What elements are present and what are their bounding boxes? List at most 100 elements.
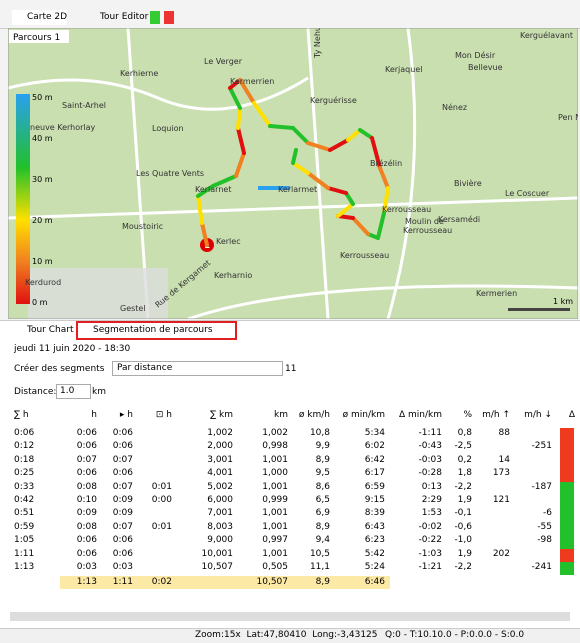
cell: 0:00	[151, 495, 172, 505]
date: jeudi 11 juin 2020 - 18:30	[14, 344, 131, 354]
distance-label: Distance:	[14, 387, 57, 397]
track-segment	[306, 141, 332, 152]
cell: 11,1	[309, 562, 330, 572]
tab[interactable]: Tour Editor	[100, 12, 149, 22]
column-header: m/h ↓	[524, 410, 552, 420]
map-label: Saint-Arhel	[62, 101, 106, 110]
cell: 0:51	[14, 508, 35, 519]
track-segment	[268, 124, 295, 130]
track-segment	[238, 78, 256, 105]
map-toolbar	[150, 11, 560, 24]
map-label: Le Coscuer	[505, 189, 550, 198]
cell: 1,000	[262, 468, 288, 479]
cell: -0,1	[454, 508, 472, 519]
cell: 0:18	[14, 454, 35, 465]
column-header: Δ min/km	[398, 410, 442, 420]
cell: -251	[531, 441, 552, 452]
cell: -1:03	[418, 548, 442, 559]
map-label: Kerguérisse	[310, 95, 357, 105]
cell: 0:07	[76, 454, 97, 465]
track-segment	[200, 221, 209, 247]
map-label: Pen N	[558, 113, 578, 122]
cell: 6:23	[364, 535, 385, 546]
method-select[interactable]: Par distance	[112, 361, 283, 376]
cell: 6:42	[364, 454, 385, 465]
cell: 8,9	[315, 454, 330, 465]
cell: 0,999	[262, 495, 288, 505]
cell: 0:01	[151, 481, 172, 492]
column-header: ⊡ h	[155, 410, 172, 420]
map-label: Kerrousseau	[382, 205, 431, 214]
cell: 1,8	[457, 468, 472, 479]
column-header: ∑ h	[14, 410, 29, 420]
cell: 1,9	[457, 495, 472, 505]
cell: 6,5	[315, 495, 330, 505]
cell: 0:12	[14, 441, 35, 452]
cell: 8,003	[207, 521, 233, 532]
map-label: Kerharnio	[214, 271, 252, 280]
cell: 2:29	[421, 495, 442, 505]
cell: 5:24	[364, 562, 385, 572]
cell: 8,9	[315, 521, 330, 532]
cell: 0:09	[76, 508, 97, 519]
cell: -0:03	[418, 454, 442, 465]
cell: 121	[492, 495, 510, 505]
cell: 6:02	[364, 441, 385, 452]
cell: -2,5	[454, 441, 472, 452]
table: ∑ h h ▸ h ⊡ h ∑ km km ø km/h ø min/km Δ min/km% m…	[0, 400, 580, 610]
elevation-marker	[560, 548, 574, 562]
cell: 0:06	[112, 468, 133, 479]
cell: 6:17	[364, 468, 385, 479]
track-segment	[228, 86, 242, 110]
map-label: Ty Nehue	[313, 28, 322, 59]
cell: 1,001	[262, 508, 288, 519]
map-label: Kerlarnet	[195, 185, 231, 194]
track-segment	[351, 216, 370, 236]
cell: 1,001	[262, 454, 288, 465]
track-segment	[382, 186, 390, 215]
cell: -241	[531, 562, 552, 572]
cell: 9,4	[315, 535, 330, 546]
cell: 0:06	[112, 535, 133, 546]
tab[interactable]: Carte 2D	[12, 10, 68, 25]
map-label: Kerdurod	[25, 278, 61, 287]
map-label: neuve Kerhorlay	[30, 123, 96, 132]
cell: 0:07	[112, 454, 133, 465]
map-label: Kerhierne	[120, 69, 158, 78]
map-label: Gestel	[120, 304, 146, 313]
cell: 0:13	[421, 481, 442, 492]
map-label: Kerlarmet	[278, 185, 317, 194]
track-segment	[252, 101, 272, 128]
track-segment	[196, 194, 204, 225]
h-scrollbar[interactable]	[10, 612, 570, 621]
total-cell: 0:02	[151, 577, 172, 588]
elevation-label: 0 m	[32, 298, 48, 307]
cell: 0,997	[262, 535, 288, 546]
status-bar	[0, 628, 580, 643]
distance-input[interactable]: 1.0	[56, 384, 91, 399]
cell: 0,505	[262, 562, 288, 572]
cell: 5:34	[364, 428, 385, 438]
cell: 0:09	[112, 495, 133, 505]
cell: 0:07	[112, 481, 133, 492]
elevation-marker	[560, 521, 574, 536]
map-label: Bivière	[454, 178, 482, 188]
elevation-marker	[560, 454, 574, 469]
cell: 8,6	[315, 481, 330, 492]
cell: 5:42	[364, 548, 385, 559]
track-segment	[328, 138, 350, 152]
cell: 0:01	[151, 521, 172, 532]
track-segment	[236, 126, 246, 155]
cell: 0:06	[14, 428, 35, 438]
elevation-label: 30 m	[32, 175, 53, 184]
map-label: Les Quatre Vents	[136, 169, 204, 178]
tab[interactable]: Tour Chart	[27, 325, 74, 335]
track-segment	[211, 174, 238, 188]
tab[interactable]: Segmentation de parcours	[76, 321, 237, 340]
total-cell: 1:13	[76, 577, 97, 588]
cell: 9,9	[315, 441, 330, 452]
status-queue: Q:0 - T:10.10.0 - P:0.0.0 - S:0.0	[385, 630, 525, 640]
elevation-label: 20 m	[32, 216, 53, 225]
cell: -187	[531, 481, 552, 492]
